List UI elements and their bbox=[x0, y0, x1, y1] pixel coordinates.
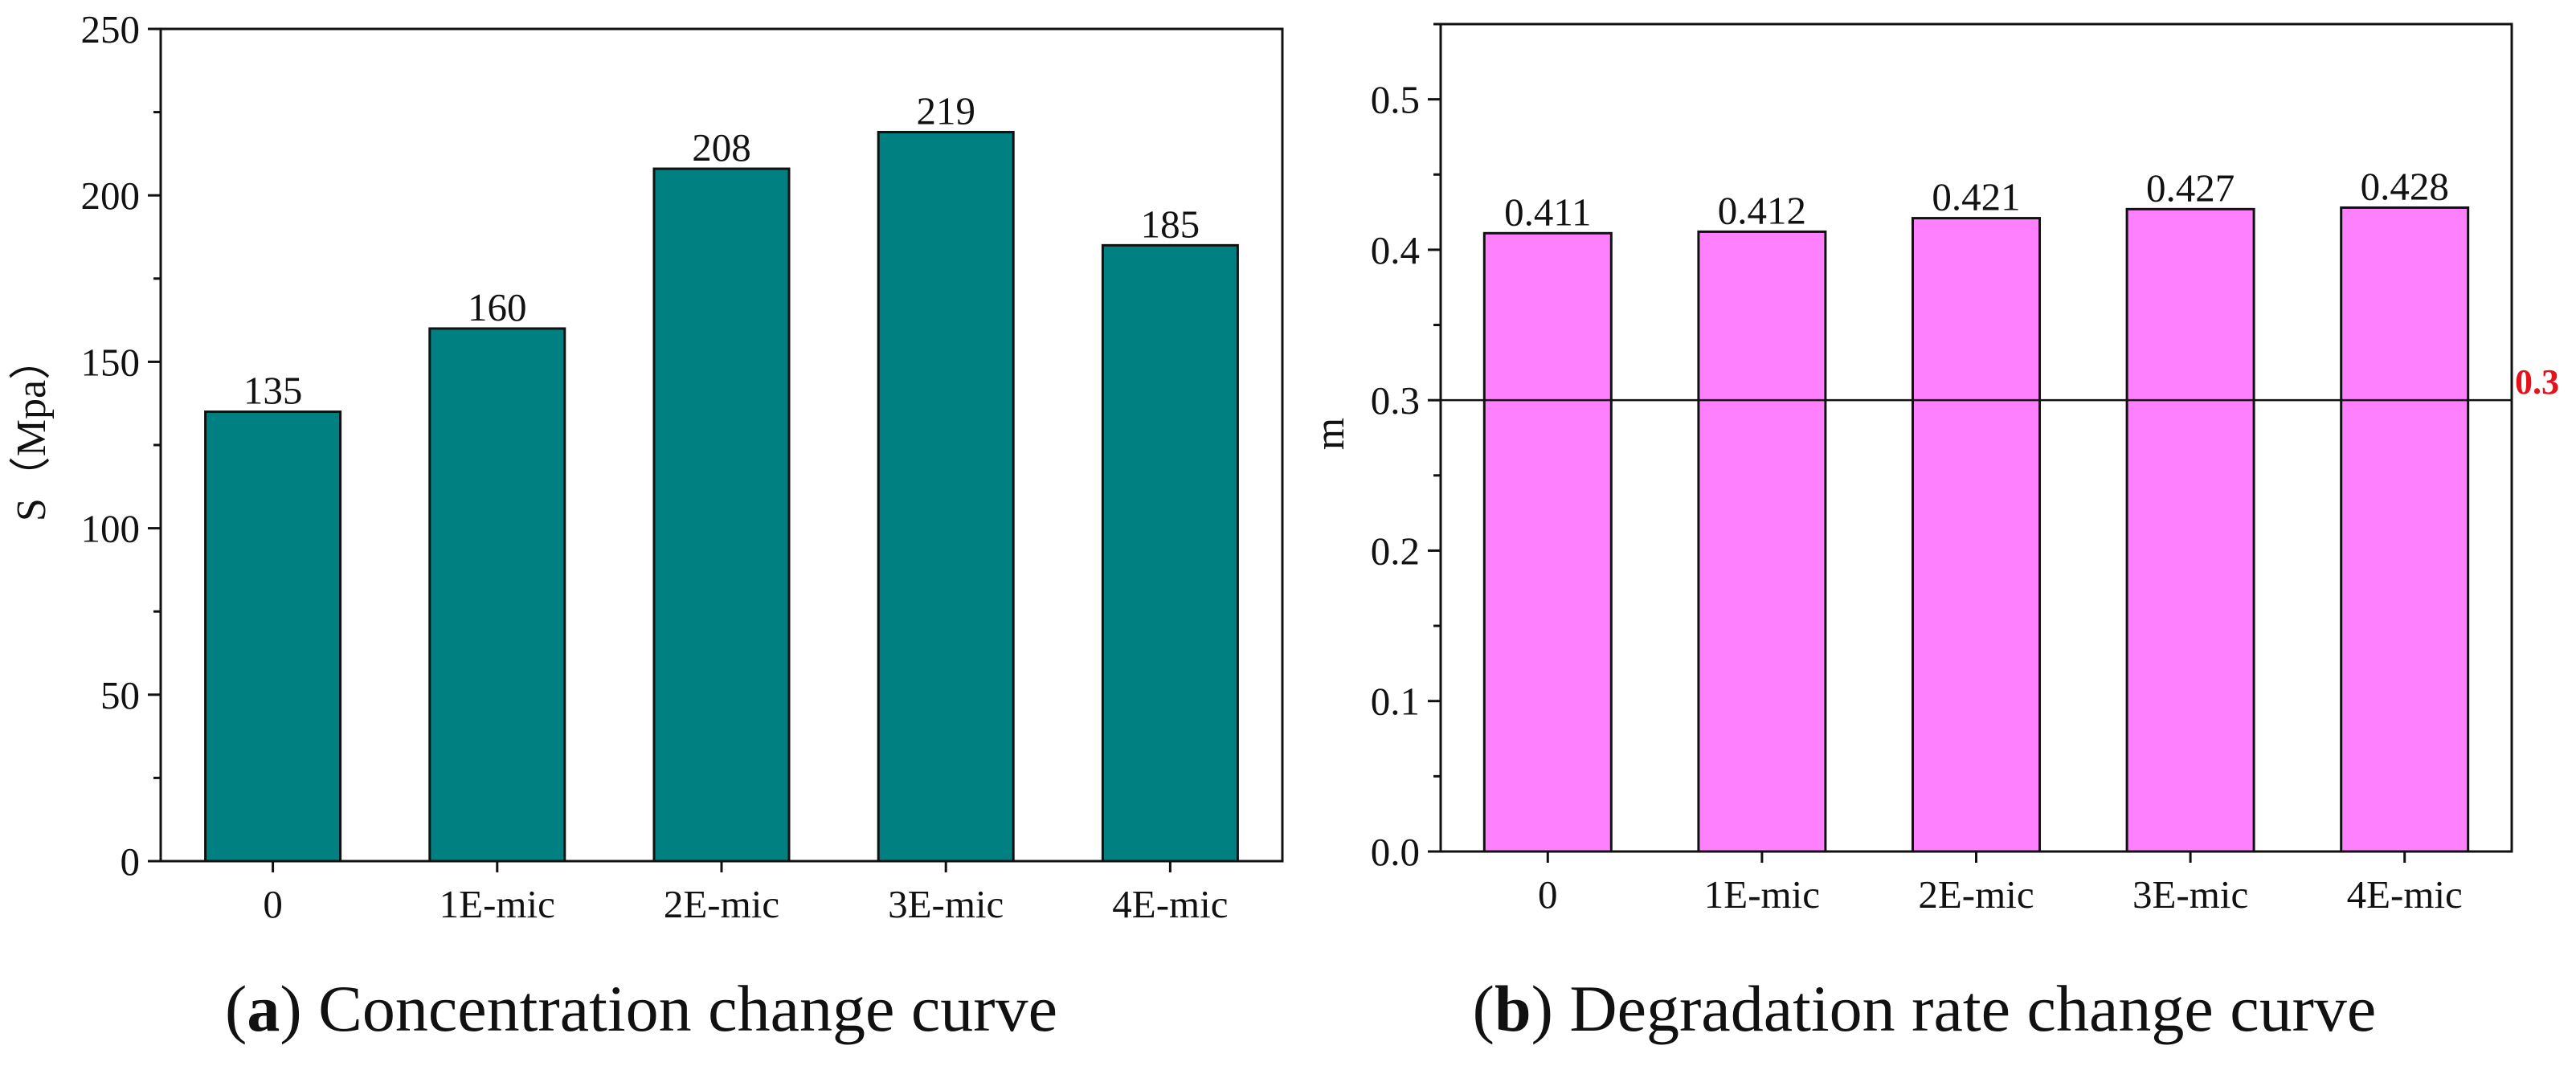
chart-a-y-tick-label-1: 50 bbox=[100, 673, 140, 717]
chart-b-y-tick-label-3: 0.3 bbox=[1371, 378, 1420, 423]
chart-a-caption-letter: a bbox=[247, 972, 280, 1045]
chart-a-bar-4 bbox=[1101, 243, 1239, 863]
chart-a-value-labels: 135 160 208 219 185 bbox=[243, 88, 1200, 412]
chart-b-y-tick-label-5: 0.5 bbox=[1371, 78, 1420, 122]
chart-a-caption-text: Concentration change curve bbox=[302, 972, 1057, 1045]
chart-a-data-label-4: 185 bbox=[1141, 202, 1200, 246]
chart-b-bar-1 bbox=[1697, 230, 1827, 853]
chart-a-bars bbox=[204, 130, 1239, 863]
chart-a-x-tick-label-2: 2E-mic bbox=[664, 882, 779, 926]
chart-b-reference-line-label: 0.3 bbox=[2515, 362, 2559, 402]
chart-a: 135 160 208 219 185 0 50 100 150 200 250 0 1E-mic 2… bbox=[9, 7, 1284, 1045]
chart-a-y-tick-label-5: 250 bbox=[81, 7, 141, 51]
chart-a-data-label-1: 160 bbox=[468, 285, 527, 329]
chart-a-y-tick-label-2: 100 bbox=[81, 507, 141, 551]
chart-a-y-axis: 0 50 100 150 200 250 bbox=[81, 7, 161, 884]
chart-b-caption-letter: b bbox=[1494, 972, 1531, 1045]
chart-b-data-label-4: 0.428 bbox=[2361, 164, 2449, 208]
chart-b-x-tick-label-3: 3E-mic bbox=[2132, 872, 2248, 917]
chart-b-caption: (b) Degradation rate change curve bbox=[1473, 972, 2377, 1045]
chart-a-bar-0 bbox=[204, 410, 342, 863]
chart-b-x-axis: 0 1E-mic 2E-mic 3E-mic 4E-mic bbox=[1538, 852, 2463, 917]
chart-a-bar-3 bbox=[877, 130, 1015, 863]
chart-a-x-tick-label-0: 0 bbox=[263, 882, 283, 926]
chart-a-x-axis: 0 1E-mic 2E-mic 3E-mic 4E-mic bbox=[263, 861, 1229, 926]
chart-a-caption: (a) Concentration change curve bbox=[225, 972, 1057, 1045]
chart-a-x-tick-label-1: 1E-mic bbox=[440, 882, 555, 926]
chart-b-bars bbox=[1482, 206, 2470, 853]
chart-b: 0.411 0.412 0.421 0.427 0.428 0.00.10.20.30.… bbox=[1307, 22, 2559, 1045]
chart-b-y-tick-label-4: 0.4 bbox=[1371, 228, 1420, 272]
chart-b-bar-2 bbox=[1912, 217, 2041, 853]
chart-b-y-axis: 0.0 0.1 0.2 0.3 0.4 0.5 bbox=[1371, 22, 1441, 874]
chart-b-data-label-0: 0.411 bbox=[1504, 190, 1591, 234]
chart-b-y-tick-label-1: 0.1 bbox=[1371, 680, 1420, 724]
chart-b-bar-4 bbox=[2340, 206, 2470, 853]
chart-a-y-tick-label-3: 150 bbox=[81, 340, 141, 384]
chart-b-x-tick-label-0: 0 bbox=[1538, 872, 1558, 917]
chart-b-x-tick-label-4: 4E-mic bbox=[2347, 872, 2463, 917]
chart-b-x-tick-label-2: 2E-mic bbox=[1918, 872, 2034, 917]
chart-b-reference-line: 0.3 bbox=[1441, 362, 2559, 402]
chart-b-x-tick-label-1: 1E-mic bbox=[1704, 872, 1820, 917]
chart-b-caption-text: Degradation rate change curve bbox=[1553, 972, 2376, 1045]
chart-a-data-label-0: 135 bbox=[243, 369, 303, 413]
chart-b-data-label-1: 0.412 bbox=[1718, 188, 1806, 232]
chart-b-y-tick-label-0: 0.0 bbox=[1371, 830, 1420, 874]
chart-b-y-tick-label-2: 0.2 bbox=[1371, 529, 1420, 573]
chart-a-y-tick-label-4: 200 bbox=[81, 174, 141, 218]
chart-a-y-tick-label-0: 0 bbox=[121, 839, 141, 884]
chart-a-x-tick-label-3: 3E-mic bbox=[888, 882, 1004, 926]
chart-b-data-label-2: 0.421 bbox=[1932, 175, 2020, 219]
chart-b-bar-0 bbox=[1482, 231, 1613, 853]
chart-b-data-label-3: 0.427 bbox=[2146, 165, 2235, 210]
chart-b-value-labels: 0.411 0.412 0.421 0.427 0.428 bbox=[1504, 164, 2449, 234]
chart-b-bar-3 bbox=[2125, 207, 2255, 853]
chart-a-data-label-3: 219 bbox=[916, 88, 975, 133]
chart-a-bar-1 bbox=[428, 327, 566, 863]
chart-a-data-label-2: 208 bbox=[692, 125, 751, 169]
chart-a-y-axis-label: S（Mpa） bbox=[9, 338, 55, 521]
chart-b-y-axis-label: m bbox=[1307, 418, 1353, 450]
chart-a-bar-2 bbox=[652, 167, 791, 863]
chart-a-x-tick-label-4: 4E-mic bbox=[1112, 882, 1228, 926]
